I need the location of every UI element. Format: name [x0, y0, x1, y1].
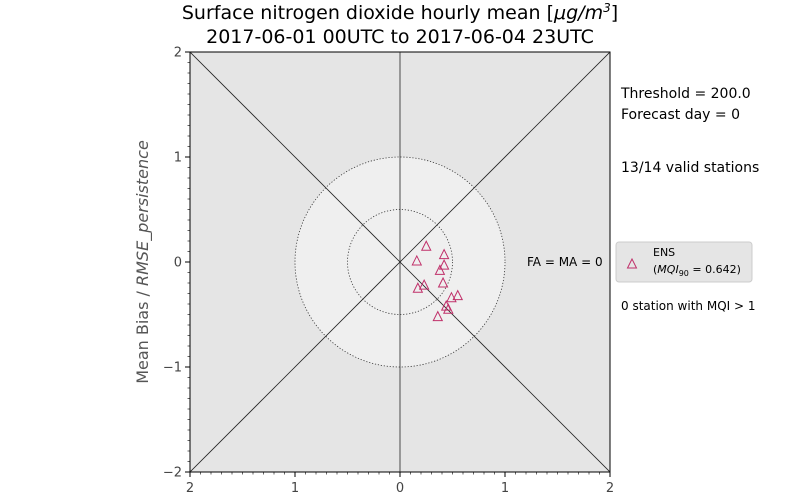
chart-title-line1: Surface nitrogen dioxide hourly mean [μg…	[182, 1, 618, 24]
legend-entry-name: ENS	[653, 246, 675, 259]
x-tick-label: 2	[606, 481, 614, 496]
data-point-triangle	[446, 291, 457, 303]
x-tick-label: 2	[186, 481, 194, 496]
y-tick-label: −2	[163, 466, 182, 481]
data-point-triangle	[438, 248, 450, 260]
data-point-triangle	[438, 259, 450, 270]
y-tick-label: 2	[174, 46, 182, 61]
data-point-triangle	[434, 264, 446, 275]
forecast-day-text: Forecast day = 0	[621, 107, 740, 123]
fa-ma-text: FA = MA = 0	[527, 255, 603, 269]
data-point-triangle	[411, 254, 423, 266]
legend-entry-mqi: (MQI90 = 0.642)	[653, 263, 741, 278]
diagonal-line-2	[190, 52, 610, 472]
x-tick-label: 1	[291, 481, 299, 496]
y-tick-label: 0	[174, 256, 182, 271]
threshold-text: Threshold = 200.0	[620, 86, 751, 102]
data-point-triangle	[437, 276, 449, 288]
y-axis-label: Mean Bias / RMSE_persistence	[133, 140, 153, 384]
mqi-stations-text: 0 station with MQI > 1	[621, 299, 756, 313]
data-point-triangle	[452, 289, 464, 301]
y-tick-label: 1	[174, 151, 182, 166]
data-point-triangle	[420, 240, 432, 251]
x-tick-label: 1	[501, 481, 509, 496]
legend: ENS (MQI90 = 0.642)	[615, 241, 753, 283]
legend-box	[615, 241, 753, 283]
y-axis-label-italic: RMSE_persistence	[133, 140, 153, 286]
x-tick-label: 0	[396, 481, 404, 496]
valid-stations-text: 13/14 valid stations	[621, 160, 759, 176]
data-point-triangle	[442, 303, 454, 314]
data-point-triangle	[418, 278, 430, 290]
y-tick-label: −1	[163, 361, 182, 376]
chart-title-line2: 2017-06-01 00UTC to 2017-06-04 23UTC	[206, 26, 594, 48]
legend-marker-triangle	[626, 257, 638, 269]
data-point-triangle	[432, 310, 444, 322]
